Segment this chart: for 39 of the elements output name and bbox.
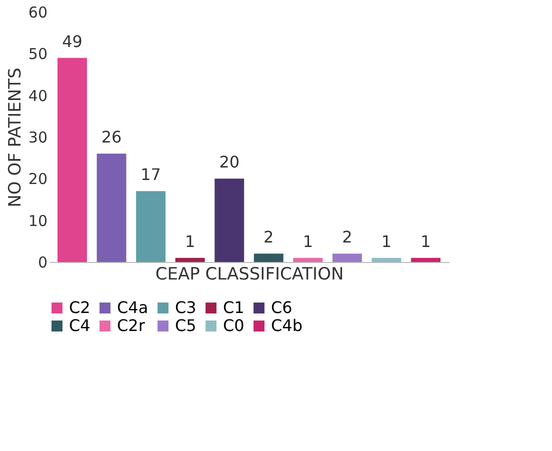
- y-tick-label: 50: [28, 45, 48, 64]
- data-label: 20: [219, 152, 240, 172]
- legend-label: C2: [69, 298, 90, 317]
- legend-label: C4: [69, 316, 90, 335]
- legend-label: C1: [223, 298, 244, 317]
- bar: [293, 258, 323, 262]
- data-label: 1: [420, 232, 431, 251]
- data-label: 2: [342, 228, 352, 247]
- bar: [96, 154, 126, 262]
- y-axis-title: NO OF PATIENTS: [5, 68, 26, 208]
- y-tick-label: 30: [28, 128, 48, 146]
- y-tick-label: 40: [28, 86, 48, 105]
- data-label: 1: [302, 232, 314, 251]
- y-tick-label: 20: [28, 170, 48, 188]
- legend-label: C2r: [117, 316, 146, 335]
- bar: [254, 254, 284, 262]
- data-label: 17: [140, 165, 161, 184]
- legend-label: C4a: [117, 298, 148, 317]
- data-label: 1: [184, 232, 196, 251]
- legend-label: C3: [175, 298, 196, 317]
- bar: [214, 178, 244, 262]
- data-label: 26: [101, 128, 122, 147]
- data-label: 2: [264, 228, 274, 247]
- legend-label: C0: [223, 316, 244, 335]
- bar: [175, 258, 205, 262]
- bar: [58, 58, 87, 262]
- y-tick-label: 0: [38, 254, 48, 272]
- bar: [136, 191, 166, 262]
- data-label: 1: [381, 232, 392, 251]
- bar: [411, 258, 440, 262]
- y-tick-label: 60: [28, 4, 48, 22]
- bar: [332, 254, 362, 262]
- bar: [372, 258, 402, 262]
- data-label: 49: [62, 32, 82, 51]
- x-axis-title: CEAP CLASSIFICATION: [155, 264, 344, 284]
- legend-label: C6: [271, 298, 292, 317]
- y-tick-label: 10: [28, 212, 48, 230]
- legend-label: C4b: [271, 316, 303, 335]
- legend-label: C5: [175, 316, 196, 335]
